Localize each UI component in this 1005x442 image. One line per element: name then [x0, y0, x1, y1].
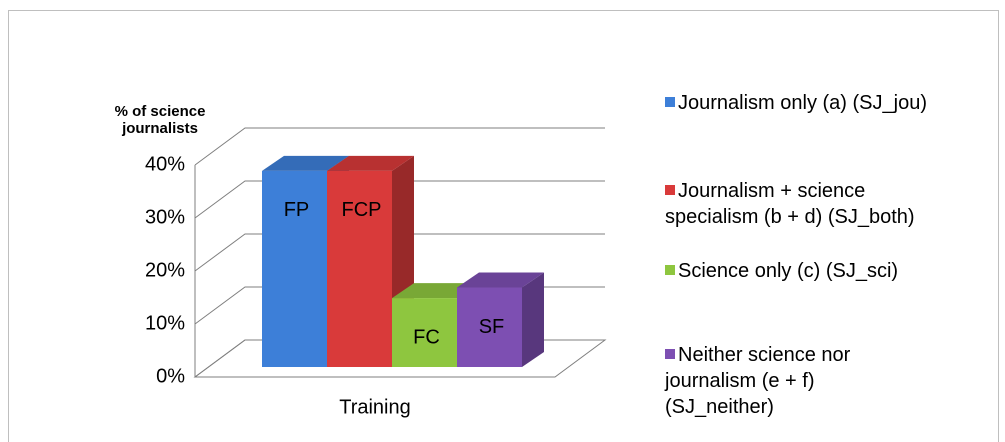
- bar: [457, 287, 522, 367]
- y-tick-label: 10%: [145, 312, 185, 334]
- y-tick-label: 30%: [145, 206, 185, 228]
- grid-line: [194, 127, 605, 166]
- bar: [392, 298, 457, 367]
- y-tick-label: 20%: [145, 259, 185, 281]
- bar-label: FP: [284, 199, 310, 221]
- legend-label: Neither science nor journalism (e + f) (…: [665, 344, 851, 418]
- bar: [262, 170, 327, 367]
- legend-label: Science only (c) (SJ_sci): [678, 260, 899, 282]
- legend-swatch: [665, 185, 675, 195]
- legend-swatch: [665, 265, 675, 275]
- bar-top: [262, 155, 349, 171]
- legend-entry: Science only (c) (SJ_sci): [665, 258, 927, 284]
- legend-entry: Neither science nor journalism (e + f) (…: [665, 342, 927, 420]
- bar-label: SF: [479, 316, 505, 338]
- grid-line: [194, 180, 605, 219]
- legend-label: Journalism only (a) (SJ_jou): [678, 92, 927, 114]
- legend-entry: Journalism + science specialism (b + d) …: [665, 178, 927, 230]
- chart-border: [8, 10, 999, 442]
- y-axis-label: % of science journalists: [114, 103, 206, 137]
- bar-label: FCP: [342, 199, 382, 221]
- bar-top: [327, 155, 414, 171]
- grid-line: [194, 233, 605, 272]
- bar: [327, 170, 392, 367]
- bar-top: [457, 272, 544, 288]
- legend-label: Journalism + science specialism (b + d) …: [665, 180, 915, 228]
- x-tick-label: Training: [339, 396, 411, 418]
- legend-entry: Journalism only (a) (SJ_jou): [665, 90, 927, 116]
- bar-label: FC: [413, 326, 440, 348]
- y-tick-label: 40%: [145, 153, 185, 175]
- legend-swatch: [665, 97, 675, 107]
- bar-side: [522, 272, 544, 367]
- legend-swatch: [665, 349, 675, 359]
- y-tick-label: 0%: [156, 365, 185, 387]
